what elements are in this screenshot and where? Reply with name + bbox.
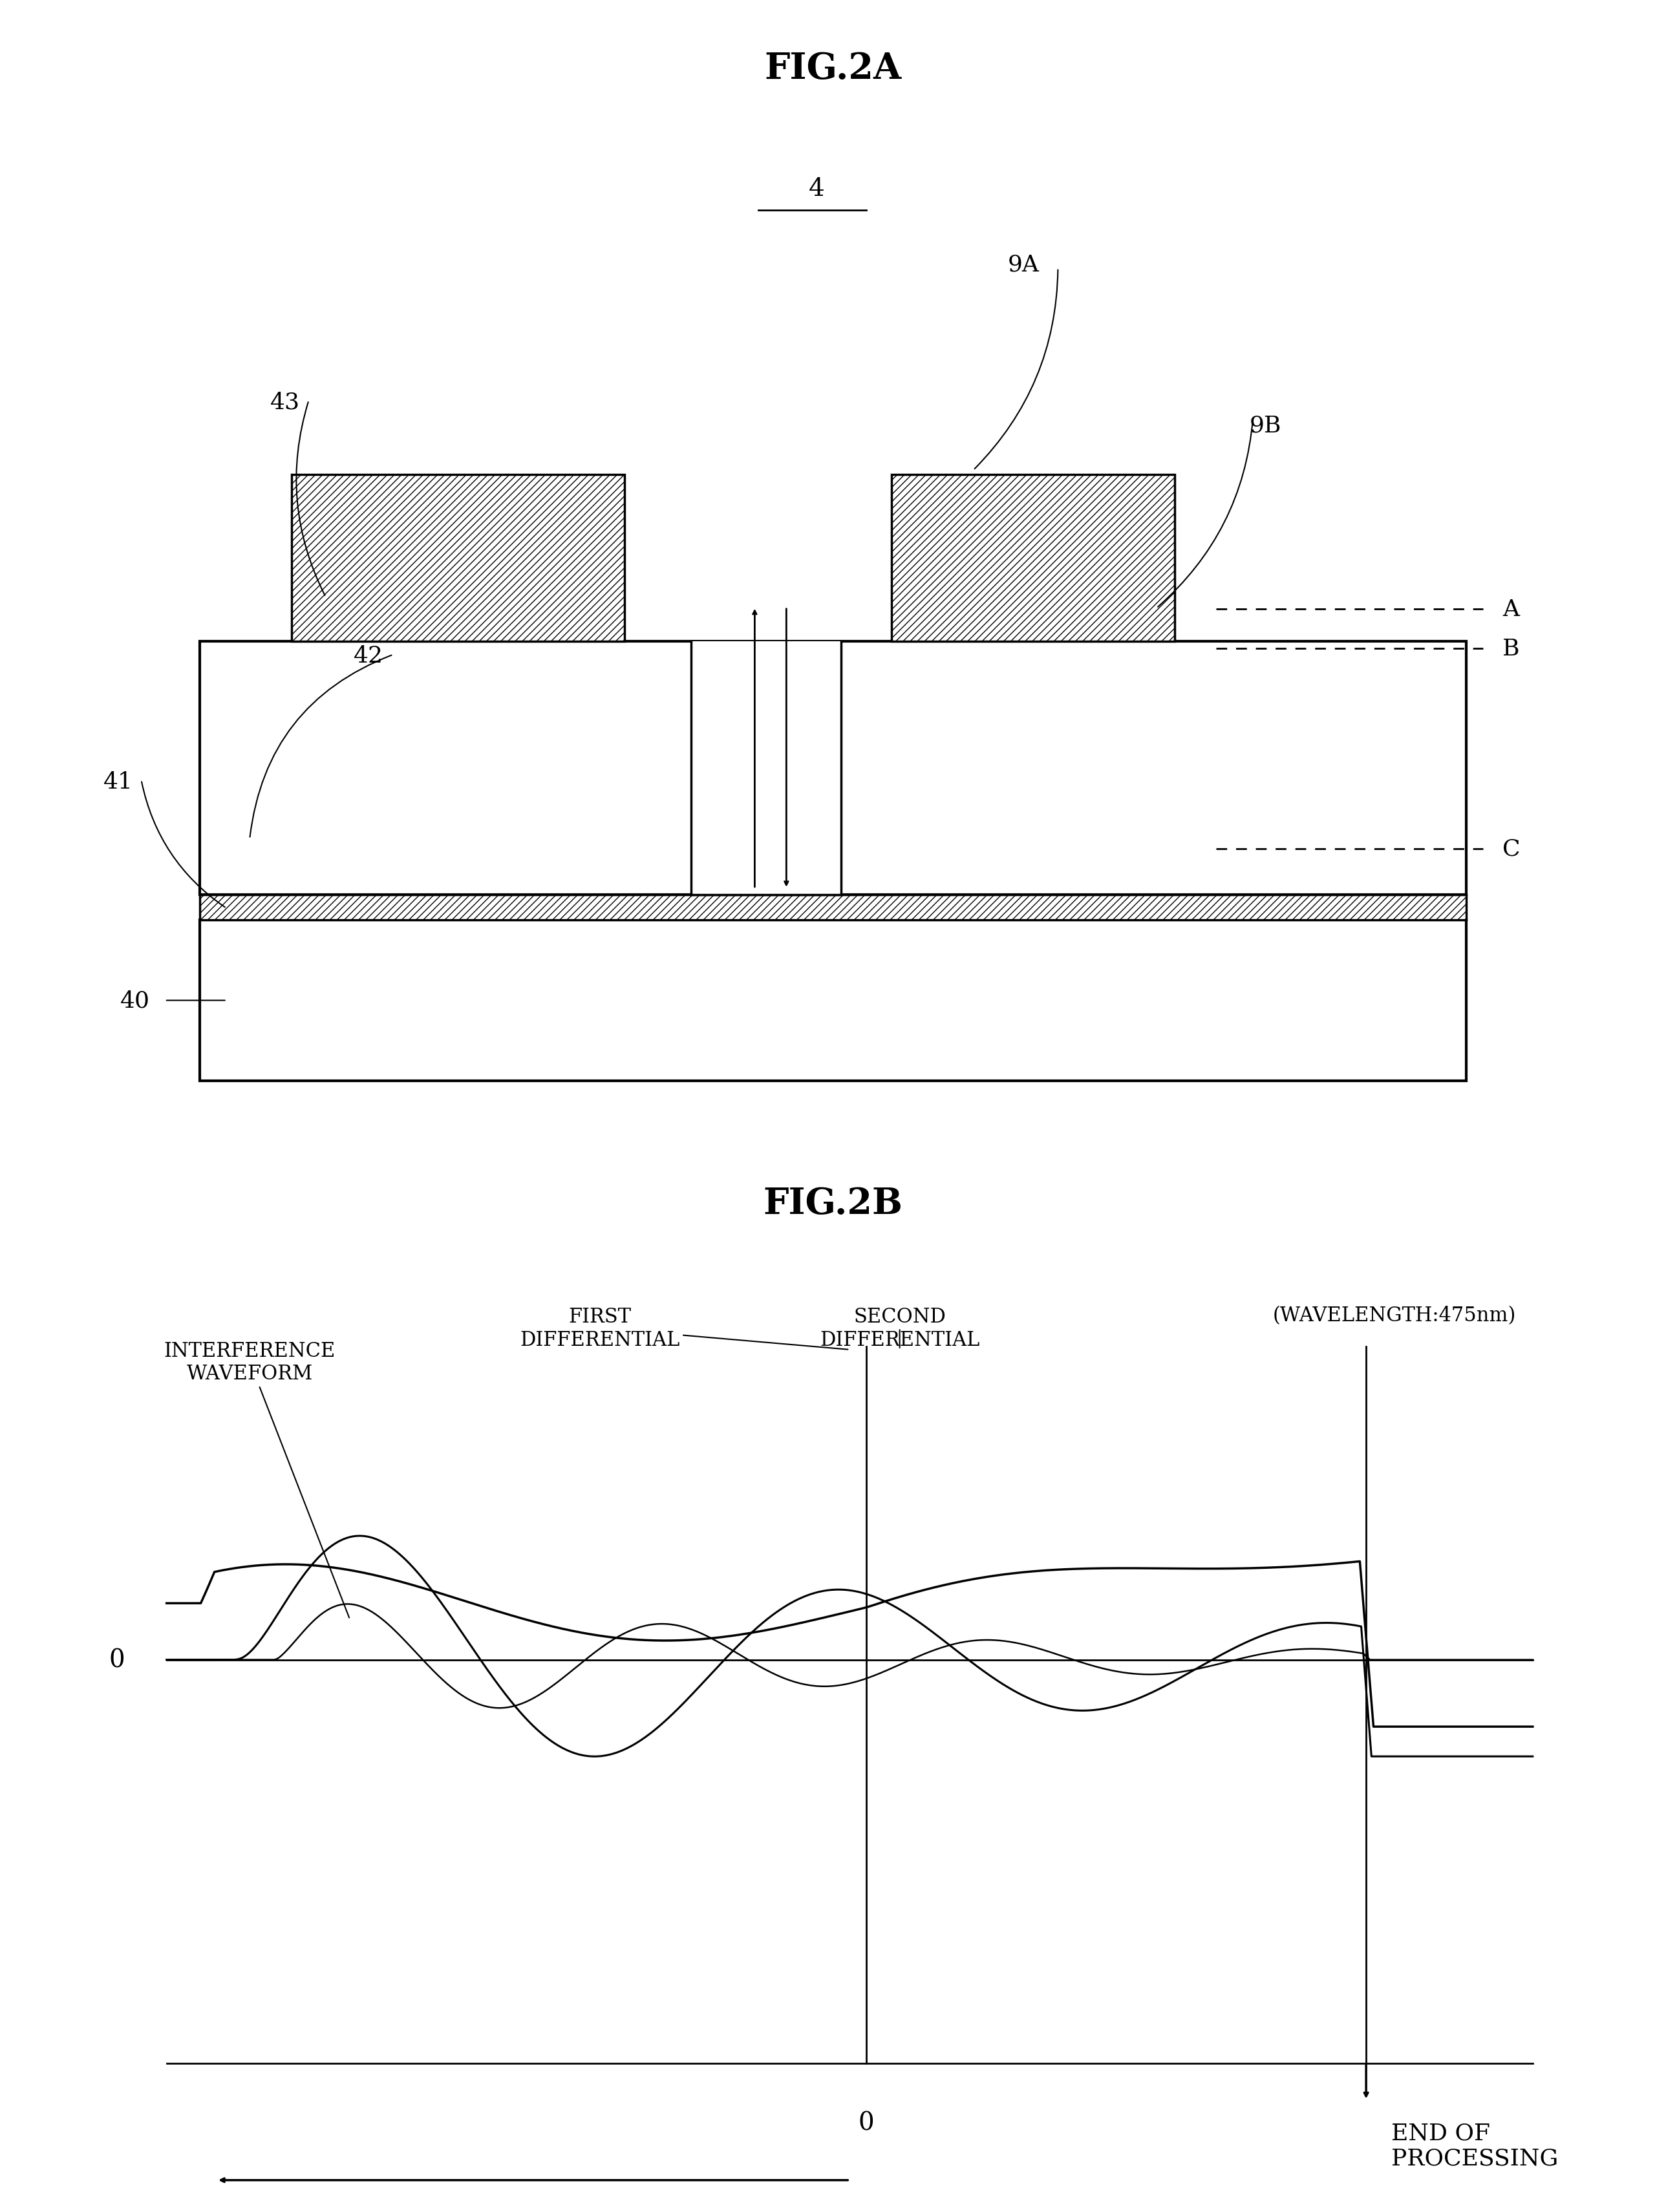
Bar <box>691 641 841 896</box>
Text: 0: 0 <box>858 2110 875 2135</box>
Text: A: A <box>1503 599 1519 622</box>
Text: 42: 42 <box>353 644 383 666</box>
Bar <box>292 476 625 641</box>
Bar <box>200 920 1466 1082</box>
Text: 9B: 9B <box>1250 414 1281 436</box>
Text: 43: 43 <box>270 392 300 414</box>
Text: B: B <box>1503 637 1519 659</box>
Text: END OF
PROCESSING: END OF PROCESSING <box>1391 2121 1558 2170</box>
Text: C: C <box>1503 838 1521 860</box>
Bar <box>200 641 1466 896</box>
Text: SECOND
DIFFERENTIAL: SECOND DIFFERENTIAL <box>820 1307 980 1349</box>
Text: 41: 41 <box>103 772 133 794</box>
Bar <box>891 476 1175 641</box>
Bar <box>200 896 1466 920</box>
Text: (WAVELENGTH:475nm): (WAVELENGTH:475nm) <box>1273 1305 1516 1325</box>
Text: 0: 0 <box>108 1648 125 1672</box>
Text: FIRST
DIFFERENTIAL: FIRST DIFFERENTIAL <box>520 1307 848 1349</box>
Text: 40: 40 <box>120 989 150 1011</box>
Text: FIG.2B: FIG.2B <box>763 1186 903 1221</box>
Text: 4: 4 <box>808 177 825 201</box>
Text: 9A: 9A <box>1008 254 1040 276</box>
Text: FIG.2A: FIG.2A <box>765 51 901 86</box>
Text: INTERFERENCE
WAVEFORM: INTERFERENCE WAVEFORM <box>165 1340 350 1617</box>
